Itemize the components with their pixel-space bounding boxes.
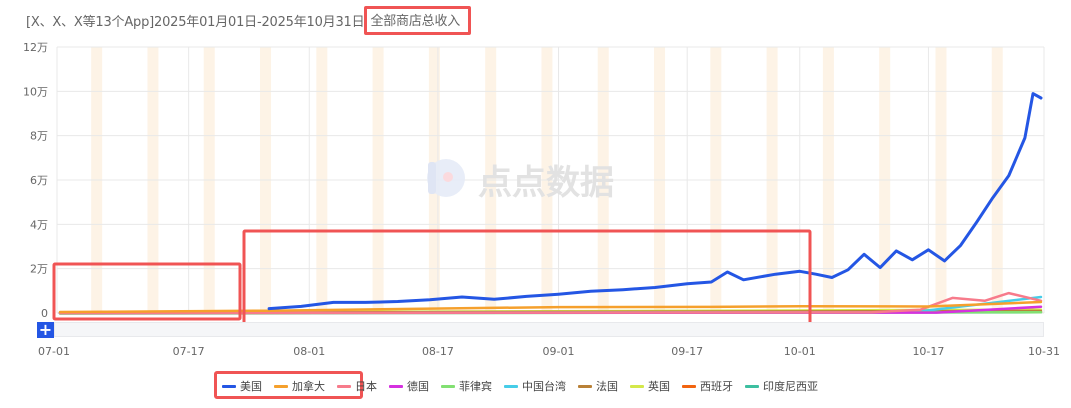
y-tick-label: 10万 [23,85,48,98]
legend-label: 印度尼西亚 [763,380,818,393]
legend-item[interactable]: 加拿大 [274,378,325,394]
legend-item[interactable]: 印度尼西亚 [745,378,818,394]
x-tick-label: 10-31 [1028,345,1060,358]
legend-item[interactable]: 德国 [389,378,429,394]
legend-label: 德国 [407,380,429,393]
legend-swatch-icon [578,384,592,388]
legend-label: 西班牙 [700,380,733,393]
legend-item[interactable]: 西班牙 [682,378,733,394]
series-line[interactable] [267,92,1043,311]
y-tick-label: 12万 [23,41,48,54]
range-navigator[interactable] [54,322,1044,337]
legend-swatch-icon [630,384,644,388]
legend-label: 美国 [240,380,262,393]
legend-item[interactable]: 中国台湾 [504,378,566,394]
legend-item[interactable]: 日本 [337,378,377,394]
legend-label: 中国台湾 [522,380,566,393]
legend-item[interactable]: 菲律宾 [441,378,492,394]
legend-item[interactable]: 法国 [578,378,618,394]
x-tick-label: 09-01 [543,345,575,358]
x-axis: 07-01 07-17 08-01 08-17 09-01 09-17 10-01 10-17… [38,345,1060,358]
legend-label: 菲律宾 [459,380,492,393]
legend-swatch-icon [441,384,455,388]
chart-title-prefix: [X、X、X等13个App]2025年01月01日-2025年10月31日 [26,15,365,30]
legend-item[interactable]: 英国 [630,378,670,394]
legend-swatch-icon [682,384,696,388]
legend-swatch-icon [745,384,759,388]
legend-swatch-icon [337,384,351,388]
x-tick-label: 10-01 [784,345,816,358]
zoom-in-button[interactable]: + [37,320,54,339]
chart-legend: 美国 加拿大 日本 德国 菲律宾 中国台湾 法国 英国 西班牙 印度尼西亚 [222,378,830,394]
x-tick-label: 08-17 [422,345,454,358]
highlight-box-early-july [52,262,242,321]
watermark-logo: 点点数据 [427,159,614,203]
y-tick-label: 2万 [30,263,48,276]
y-tick-label: 0 [41,307,48,320]
x-tick-label: 07-01 [38,345,70,358]
legend-label: 英国 [648,380,670,393]
legend-swatch-icon [389,384,403,388]
x-tick-label: 09-17 [671,345,703,358]
legend-label: 法国 [596,380,618,393]
legend-swatch-icon [274,384,288,388]
watermark-text: 点点数据 [478,163,614,203]
series-line[interactable] [58,291,1043,315]
x-tick-label: 10-17 [912,345,944,358]
y-axis: 0 2万 4万 6万 8万 10万 12万 [23,41,48,320]
y-tick-label: 8万 [30,130,48,143]
y-tick-label: 6万 [30,174,48,187]
x-tick-label: 07-17 [173,345,205,358]
series-line[interactable] [58,300,1043,314]
legend-label: 加拿大 [292,380,325,393]
series-lines [58,92,1043,315]
chart-title-metric-highlight: 全部商店总收入 [364,6,472,35]
legend-item[interactable]: 美国 [222,378,262,394]
legend-label: 日本 [355,380,377,393]
legend-swatch-icon [504,384,518,388]
y-tick-label: 4万 [30,218,48,231]
legend-swatch-icon [222,384,236,388]
chart-title: [X、X、X等13个App]2025年01月01日-2025年10月31日 全部商… [26,6,472,36]
x-tick-label: 08-01 [293,345,325,358]
